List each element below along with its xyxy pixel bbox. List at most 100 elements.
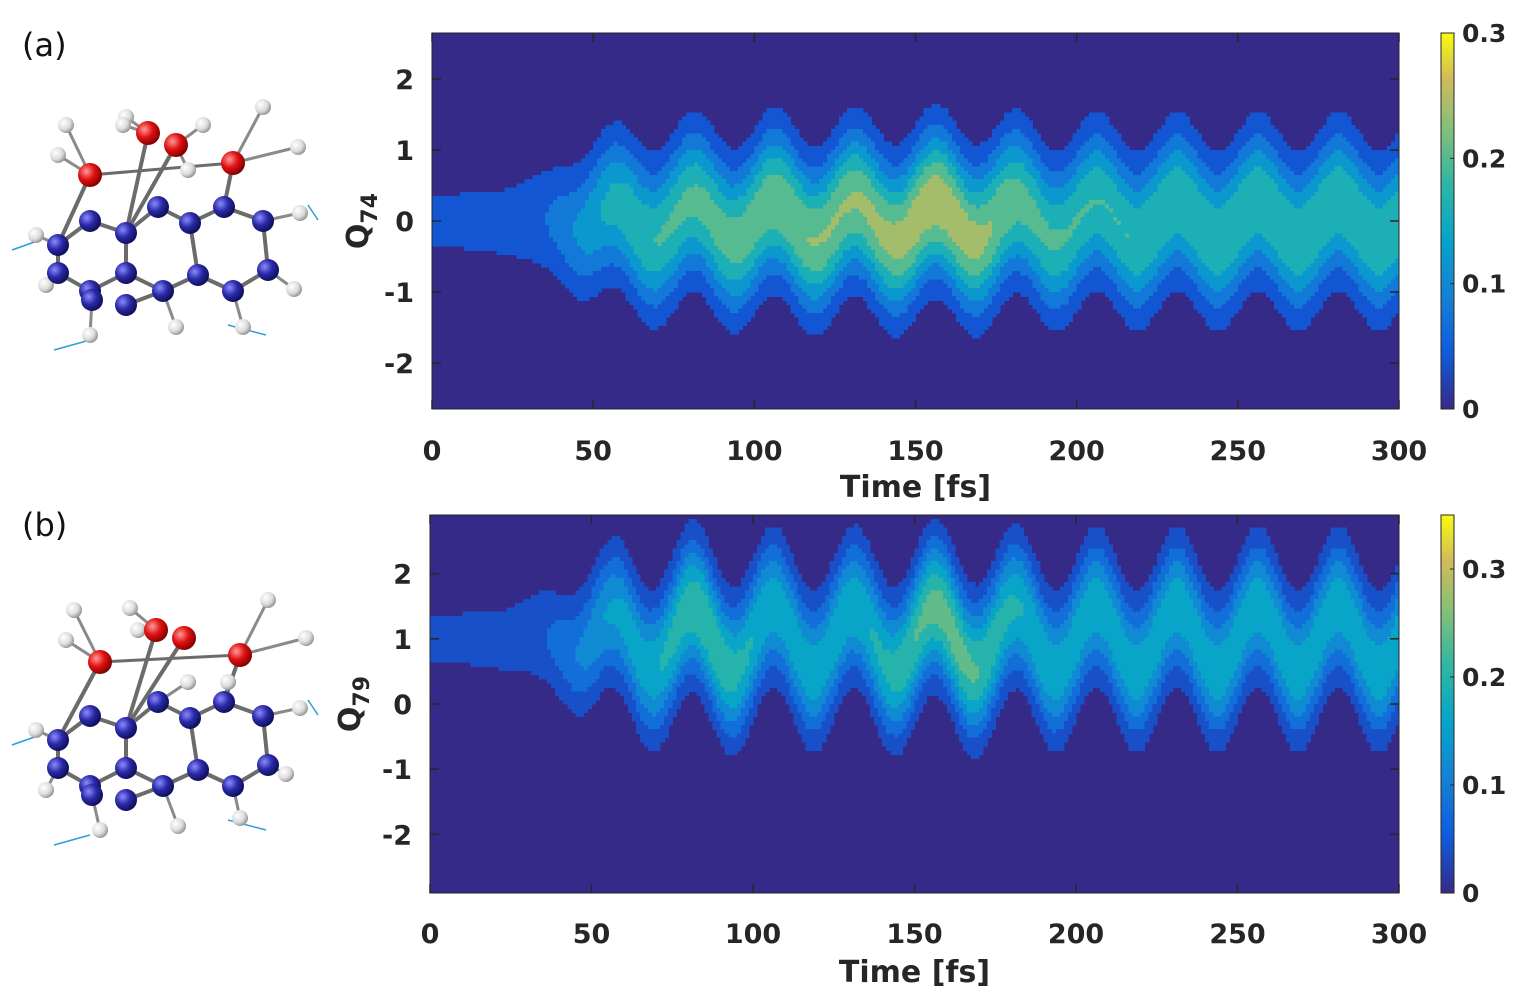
heatmap-cell: [597, 242, 602, 247]
heatmap-cell: [670, 225, 675, 230]
heatmap-cell: [706, 225, 711, 230]
heatmap-cell: [742, 250, 747, 255]
heatmap-cell: [754, 221, 759, 226]
heatmap-cell: [754, 213, 759, 218]
heatmap-cell: [871, 246, 876, 251]
heatmap-cell: [513, 192, 518, 197]
heatmap-cell: [766, 146, 771, 151]
heatmap-cell: [883, 309, 888, 314]
heatmap-cell: [911, 163, 916, 168]
heatmap-cell: [674, 175, 679, 180]
carbon-atom: [257, 259, 279, 281]
heatmap-cell: [883, 188, 888, 193]
heatmap-cell: [811, 325, 816, 330]
heatmap-cell: [569, 271, 574, 276]
heatmap-cell: [496, 217, 501, 222]
heatmap-cell: [920, 117, 925, 122]
heatmap-cell: [726, 158, 731, 163]
heatmap-cell: [613, 129, 618, 134]
heatmap-cell: [565, 196, 570, 201]
heatmap-cell: [823, 271, 828, 276]
heatmap-cell: [835, 179, 840, 184]
heatmap-cell: [633, 238, 638, 243]
heatmap-cell: [593, 200, 598, 205]
heatmap-cell: [779, 279, 784, 284]
heatmap-cell: [803, 288, 808, 293]
heatmap-cell: [762, 267, 767, 272]
heatmap-cell: [694, 146, 699, 151]
heatmap-cell: [476, 221, 481, 226]
heatmap-cell: [585, 175, 590, 180]
heatmap-cell: [863, 242, 868, 247]
heatmap-cell: [807, 309, 812, 314]
heatmap-cell: [871, 163, 876, 168]
heatmap-cell: [859, 267, 864, 272]
heatmap-cell: [774, 254, 779, 259]
heatmap-cell: [742, 279, 747, 284]
heatmap-cell: [710, 129, 715, 134]
heatmap-cell: [863, 204, 868, 209]
heatmap-cell: [702, 171, 707, 176]
heatmap-cell: [605, 163, 610, 168]
heatmap-cell: [783, 225, 788, 230]
heatmap-cell: [875, 179, 880, 184]
heatmap-cell: [835, 234, 840, 239]
heatmap-cell: [859, 188, 864, 193]
heatmap-cell: [456, 229, 461, 234]
heatmap-cell: [710, 213, 715, 218]
heatmap-cell: [932, 271, 937, 276]
heatmap-cell: [823, 150, 828, 155]
heatmap-cell: [766, 271, 771, 276]
heatmap-cell: [936, 275, 941, 280]
heatmap-cell: [658, 208, 663, 213]
heatmap-cell: [871, 292, 876, 297]
heatmap-cell: [891, 317, 896, 322]
heatmap-cell: [799, 259, 804, 264]
heatmap-cell: [642, 296, 647, 301]
heatmap-cell: [605, 238, 610, 243]
heatmap-cell: [879, 313, 884, 318]
heatmap-cell: [432, 200, 437, 205]
heatmap-cell: [541, 183, 546, 188]
heatmap-cell: [936, 263, 941, 268]
heatmap-cell: [730, 313, 735, 318]
heatmap-cell: [706, 238, 711, 243]
heatmap-cell: [903, 234, 908, 239]
heatmap-cell: [831, 254, 836, 259]
heatmap-cell: [456, 208, 461, 213]
heatmap-cell: [537, 213, 542, 218]
heatmap-cell: [815, 179, 820, 184]
heatmap-cell: [956, 250, 961, 255]
heatmap-cell: [847, 175, 852, 180]
heatmap-cell: [637, 192, 642, 197]
heatmap-cell: [803, 317, 808, 322]
heatmap-cell: [847, 288, 852, 293]
heatmap-cell: [569, 263, 574, 268]
heatmap-cell: [891, 242, 896, 247]
heatmap-cell: [924, 234, 929, 239]
heatmap-cell: [750, 267, 755, 272]
heatmap-cell: [629, 154, 634, 159]
heatmap-cell: [968, 183, 973, 188]
heatmap-cell: [843, 221, 848, 226]
heatmap-cell: [783, 204, 788, 209]
heatmap-cell: [823, 208, 828, 213]
heatmap-cell: [484, 225, 489, 230]
heatmap-cell: [815, 279, 820, 284]
heatmap-cell: [960, 175, 965, 180]
heatmap-cell: [827, 221, 832, 226]
heatmap-cell: [646, 163, 651, 168]
heatmap-cell: [851, 250, 856, 255]
heatmap-cell: [670, 254, 675, 259]
heatmap-cell: [549, 229, 554, 234]
heatmap-cell: [662, 154, 667, 159]
heatmap-cell: [440, 242, 445, 247]
heatmap-cell: [815, 175, 820, 180]
heatmap-cell: [819, 196, 824, 201]
heatmap-cell: [859, 275, 864, 280]
heatmap-cell: [831, 167, 836, 172]
heatmap-cell: [633, 137, 638, 142]
heatmap-cell: [948, 125, 953, 130]
heatmap-cell: [839, 158, 844, 163]
heatmap-cell: [432, 238, 437, 243]
